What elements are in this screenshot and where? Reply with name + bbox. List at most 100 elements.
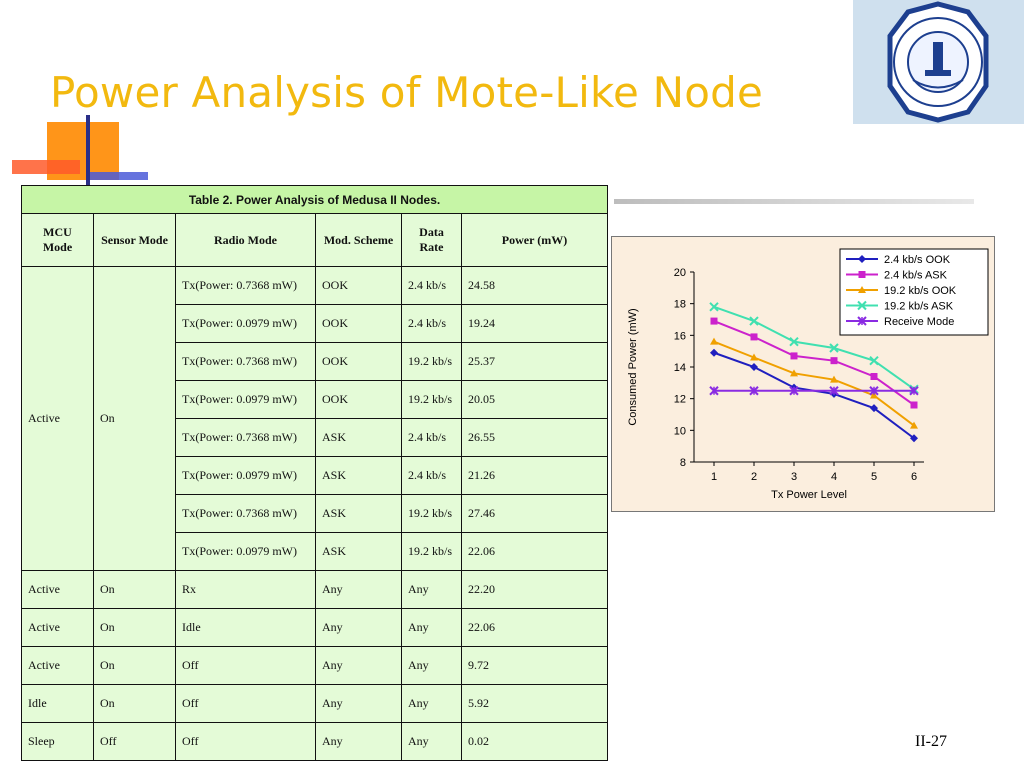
cell-data-rate: Any (401, 570, 462, 609)
cell-power: 20.05 (460, 380, 609, 419)
header-sensor-mode: Sensor Mode (93, 213, 176, 267)
table-row: Tx(Power: 0.7368 mW) ASK 2.4 kb/s 26.55 (22, 418, 609, 457)
header-radio-mode: Radio Mode (175, 213, 316, 267)
data-point (870, 404, 878, 413)
data-point (790, 369, 798, 377)
cell-sensor-mode: On (93, 570, 176, 609)
y-tick-label: 14 (674, 362, 686, 374)
x-tick-label: 6 (911, 471, 917, 483)
data-point (710, 337, 718, 345)
cell-mod-scheme: Any (315, 646, 402, 685)
cell-radio-mode: Rx (175, 570, 316, 609)
cell-mod-scheme: ASK (315, 494, 402, 533)
table-row: Active On Rx Any Any 22.20 (21, 570, 609, 609)
data-point (790, 352, 798, 360)
decorative-vertical-line (86, 115, 90, 185)
cell-radio-mode: Tx(Power: 0.7368 mW) (175, 494, 316, 533)
cell-mcu-mode: Idle (21, 684, 94, 723)
legend-label: 2.4 kb/s ASK (884, 270, 948, 282)
cell-radio-mode: Off (175, 646, 316, 685)
x-axis-label: Tx Power Level (771, 489, 847, 501)
data-point (749, 316, 759, 326)
slide-title: Power Analysis of Mote-Like Node (50, 68, 764, 117)
cell-power: 24.58 (460, 266, 609, 305)
cell-mcu-mode: Active (21, 266, 94, 571)
y-tick-label: 16 (674, 330, 686, 342)
x-tick-label: 4 (831, 471, 837, 483)
legend-swatch-marker (857, 300, 867, 311)
cell-radio-mode: Off (175, 722, 316, 761)
y-tick-label: 8 (680, 457, 686, 469)
cell-mod-scheme: ASK (315, 456, 402, 495)
cell-data-rate: Any (401, 684, 462, 723)
cell-power: 19.24 (460, 304, 609, 343)
series-line (713, 305, 915, 390)
legend-label: 19.2 kb/s OOK (884, 285, 957, 297)
data-point (870, 373, 878, 380)
cell-data-rate: 2.4 kb/s (401, 266, 462, 305)
cell-sensor-mode: On (93, 266, 176, 571)
cell-sensor-mode: Off (93, 722, 176, 761)
cell-radio-mode: Tx(Power: 0.0979 mW) (175, 304, 316, 343)
table-header-row: MCU Mode Sensor Mode Radio Mode Mod. Sch… (21, 213, 609, 267)
cell-mod-scheme: ASK (315, 418, 402, 457)
data-point (709, 302, 719, 312)
cell-mod-scheme: Any (315, 570, 402, 609)
cell-radio-mode: Off (175, 684, 316, 723)
cell-radio-mode: Tx(Power: 0.7368 mW) (175, 342, 316, 381)
cell-radio-mode: Tx(Power: 0.0979 mW) (175, 532, 316, 571)
series-line (713, 351, 915, 440)
header-data-rate: Data Rate (401, 213, 462, 267)
data-point (869, 355, 879, 366)
cell-power: 22.06 (460, 532, 609, 571)
data-point (870, 391, 878, 399)
cell-power: 27.46 (460, 494, 609, 533)
cell-radio-mode: Tx(Power: 0.7368 mW) (175, 266, 316, 305)
cell-mod-scheme: Any (315, 684, 402, 723)
table-row: Idle On Off Any Any 5.92 (21, 684, 609, 723)
cell-radio-mode: Tx(Power: 0.0979 mW) (175, 380, 316, 419)
university-seal-logo (853, 0, 1024, 124)
cell-power: 0.02 (460, 722, 609, 761)
header-power: Power (mW) (460, 213, 609, 267)
data-point (829, 343, 839, 353)
data-point (789, 336, 799, 347)
cell-mod-scheme: Any (315, 722, 402, 761)
cell-data-rate: Any (401, 646, 462, 685)
table-row: Active On Tx(Power: 0.7368 mW) OOK 2.4 kb/s 2… (21, 266, 609, 571)
table-row: Tx(Power: 0.7368 mW) OOK 19.2 kb/s 25.37 (22, 342, 609, 381)
table-row: Tx(Power: 0.7368 mW) ASK 19.2 kb/s 27.46 (22, 494, 609, 533)
cell-mcu-mode: Active (21, 646, 94, 685)
x-tick-label: 5 (871, 471, 877, 483)
cell-mod-scheme: ASK (315, 532, 402, 571)
y-tick-label: 18 (674, 299, 686, 311)
divider-line (614, 199, 974, 204)
cell-data-rate: 19.2 kb/s (401, 342, 462, 381)
table-row: Active On Off Any Any 9.72 (21, 646, 609, 685)
data-point (910, 421, 918, 429)
data-point (830, 357, 838, 365)
y-tick-label: 10 (674, 425, 686, 437)
cell-power: 5.92 (460, 684, 609, 723)
cell-data-rate: 19.2 kb/s (401, 380, 462, 419)
cell-mcu-mode: Active (21, 608, 94, 647)
header-mod-scheme: Mod. Scheme (315, 213, 402, 267)
legend-swatch-marker (858, 255, 866, 263)
legend-swatch-marker (858, 271, 866, 278)
cell-power: 26.55 (460, 418, 609, 457)
cell-power: 25.37 (460, 342, 609, 381)
cell-sensor-mode: On (93, 684, 176, 723)
decorative-red-bar (12, 160, 80, 174)
cell-data-rate: 19.2 kb/s (401, 494, 462, 533)
decorative-blue-bar (88, 172, 148, 180)
table-row: Tx(Power: 0.0979 mW) ASK 2.4 kb/s 21.26 (22, 456, 609, 495)
cell-power: 21.26 (460, 456, 609, 495)
legend-label: 19.2 kb/s ASK (884, 301, 954, 313)
cell-radio-mode: Idle (175, 608, 316, 647)
table-caption: Table 2. Power Analysis of Medusa II Nod… (20, 185, 609, 214)
data-point (710, 317, 718, 325)
y-tick-label: 12 (674, 394, 686, 406)
cell-radio-mode: Tx(Power: 0.0979 mW) (175, 456, 316, 495)
cell-sensor-mode: On (93, 608, 176, 647)
consumed-power-chart: 8 10 12 14 16 18 20 1 2 3 4 5 6 Tx Power Level Consume… (611, 236, 995, 512)
